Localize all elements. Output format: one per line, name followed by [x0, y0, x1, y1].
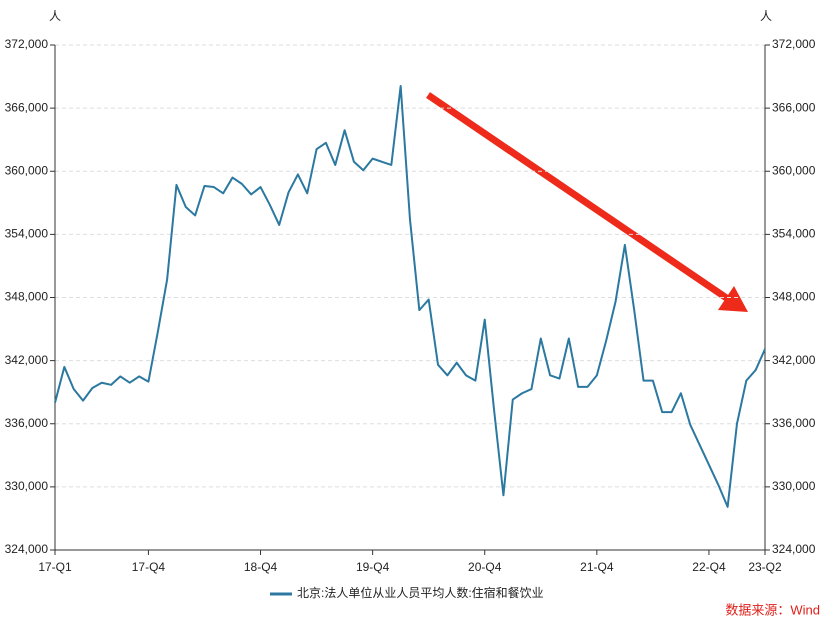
x-tick-label: 18-Q4 — [244, 560, 278, 574]
y-tick-label: 330,000 — [5, 479, 49, 493]
y-tick-label: 354,000 — [5, 227, 49, 241]
y2-tick-label: 372,000 — [772, 37, 816, 51]
y-axis-label: 人 — [49, 9, 61, 23]
y2-tick-label: 360,000 — [772, 163, 816, 177]
y2-tick-label: 342,000 — [772, 353, 816, 367]
y-tick-label: 324,000 — [5, 542, 49, 556]
y-tick-label: 342,000 — [5, 353, 49, 367]
x-tick-label: 20-Q4 — [468, 560, 502, 574]
x-tick-label: 21-Q4 — [580, 560, 614, 574]
x-tick-label: 19-Q4 — [356, 560, 390, 574]
y2-tick-label: 354,000 — [772, 227, 816, 241]
data-line — [54, 85, 766, 508]
y-tick-label: 336,000 — [5, 416, 49, 430]
x-tick-label: 23-Q2 — [748, 560, 782, 574]
x-tick-label: 17-Q1 — [38, 560, 72, 574]
y2-axis-label: 人 — [760, 9, 772, 23]
x-tick-label: 17-Q4 — [132, 560, 166, 574]
trend-arrow — [426, 92, 748, 312]
source-note: 数据来源：Wind — [725, 602, 820, 617]
y2-tick-label: 324,000 — [772, 542, 816, 556]
y2-tick-label: 330,000 — [772, 479, 816, 493]
y2-tick-label: 336,000 — [772, 416, 816, 430]
y2-tick-label: 348,000 — [772, 290, 816, 304]
y-tick-label: 348,000 — [5, 290, 49, 304]
y-tick-label: 372,000 — [5, 37, 49, 51]
y2-tick-label: 366,000 — [772, 100, 816, 114]
x-tick-label: 22-Q4 — [692, 560, 726, 574]
legend-label: 北京:法人单位从业人员平均人数:住宿和餐饮业 — [297, 585, 544, 600]
y-tick-label: 366,000 — [5, 100, 49, 114]
y-tick-label: 360,000 — [5, 163, 49, 177]
